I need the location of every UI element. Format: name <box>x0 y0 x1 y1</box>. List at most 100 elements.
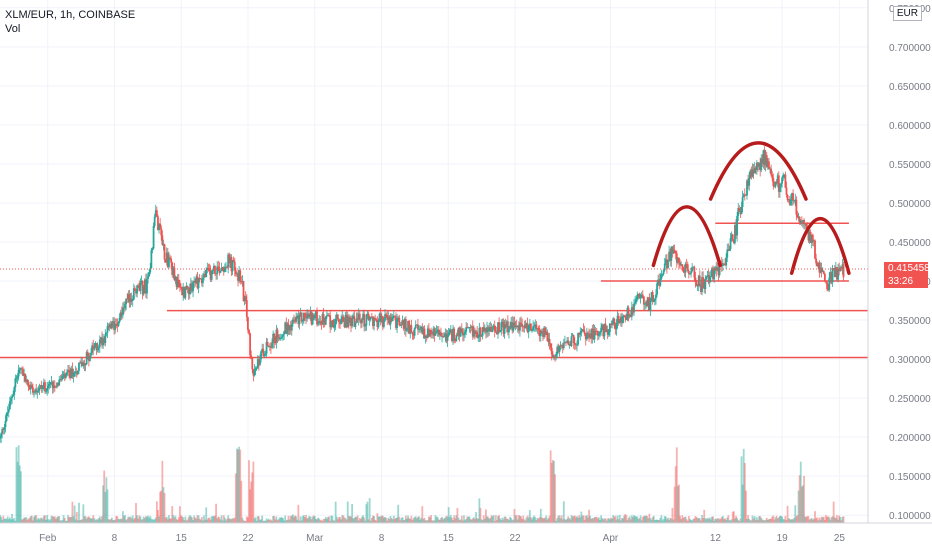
volume-bar <box>564 519 566 523</box>
candle-body <box>457 327 460 336</box>
volume-bar <box>715 519 718 523</box>
candle-body <box>452 328 454 342</box>
candle-body <box>730 234 733 239</box>
volume-bar <box>581 515 584 523</box>
volume-bar <box>760 517 763 523</box>
candle-body <box>582 329 585 332</box>
volume-bar <box>740 456 743 523</box>
volume-bar <box>219 519 222 523</box>
volume-bar <box>163 492 166 523</box>
volume-bar <box>593 517 596 523</box>
volume-bar <box>732 511 735 523</box>
candle-body <box>601 324 604 328</box>
candle-body <box>515 325 518 327</box>
candle-body <box>803 219 805 224</box>
candle-body <box>540 330 543 334</box>
y-tick-label: 0.600000 <box>889 121 931 132</box>
volume-indicator-label[interactable]: Vol <box>5 23 21 35</box>
volume-bar <box>308 515 311 523</box>
volume-bar <box>550 462 553 523</box>
candle-body <box>805 223 808 226</box>
candle-body <box>141 281 144 295</box>
candle-body <box>705 276 708 280</box>
candle-body <box>680 264 683 266</box>
volume-bar <box>3 518 6 523</box>
candle-body <box>56 382 58 387</box>
volume-bar <box>553 460 555 523</box>
volume-bar <box>734 518 736 523</box>
volume-bar <box>17 445 20 523</box>
volume-bar <box>637 519 640 523</box>
volume-bar <box>711 516 713 523</box>
volume-bar <box>799 461 802 523</box>
candle-body <box>607 332 610 335</box>
volume-bar <box>708 517 711 523</box>
candle-body <box>317 323 320 325</box>
volume-bar <box>401 517 404 523</box>
volume-bar <box>211 516 214 523</box>
volume-bar <box>119 518 122 523</box>
candle-body <box>641 294 644 297</box>
candle-body <box>561 345 564 349</box>
volume-bar <box>409 518 412 523</box>
currency-button[interactable]: EUR <box>892 6 922 21</box>
volume-bar <box>658 519 661 523</box>
candle-body <box>663 263 666 271</box>
volume-bar <box>378 516 381 523</box>
candle-body <box>512 322 515 331</box>
volume-bars <box>0 445 845 523</box>
candle-body <box>775 181 778 184</box>
volume-bar <box>243 520 246 523</box>
volume-bar <box>259 520 261 523</box>
candle-body <box>814 240 816 259</box>
volume-bar <box>497 515 499 523</box>
volume-bar <box>110 517 113 523</box>
volume-bar <box>13 518 16 523</box>
candle-body <box>780 183 782 187</box>
candle-body <box>186 285 189 288</box>
candle-body <box>151 248 154 251</box>
volume-bar <box>391 519 394 523</box>
volume-bar <box>124 515 126 523</box>
candle-body <box>66 372 68 375</box>
volume-bar <box>737 520 740 523</box>
volume-bar <box>2 515 5 523</box>
candle-body <box>836 267 838 280</box>
candle-body <box>559 344 562 346</box>
volume-bar <box>754 519 757 523</box>
candle-body <box>404 318 407 331</box>
candle-body <box>369 316 372 320</box>
volume-bar <box>93 518 96 523</box>
candle-body <box>236 273 238 275</box>
candle-body <box>551 354 554 358</box>
volume-bar <box>18 465 21 523</box>
grid <box>0 0 868 523</box>
candle-body <box>71 368 74 377</box>
volume-bar <box>634 516 637 523</box>
volume-bar <box>256 516 259 523</box>
candle-body <box>646 301 649 307</box>
candle-body <box>177 279 180 283</box>
candle-body <box>98 339 101 348</box>
candle-body <box>415 324 418 326</box>
candle-body <box>203 273 205 278</box>
candle-body <box>503 324 506 334</box>
volume-bar <box>827 516 830 523</box>
volume-bar <box>297 504 300 523</box>
candle-body <box>774 181 777 187</box>
candle-body <box>261 348 264 352</box>
candle-body <box>823 273 826 281</box>
candle-body <box>155 210 158 217</box>
volume-bar <box>338 517 340 523</box>
volume-bar <box>381 515 384 523</box>
candle-body <box>333 324 336 328</box>
candle-body <box>608 323 611 333</box>
candle-body <box>0 437 1 439</box>
volume-bar <box>633 515 635 523</box>
symbol-title[interactable]: XLM/EUR, 1h, COINBASE <box>5 9 136 21</box>
volume-bar <box>783 519 786 523</box>
candle-body <box>694 277 697 283</box>
volume-bar <box>277 519 280 523</box>
